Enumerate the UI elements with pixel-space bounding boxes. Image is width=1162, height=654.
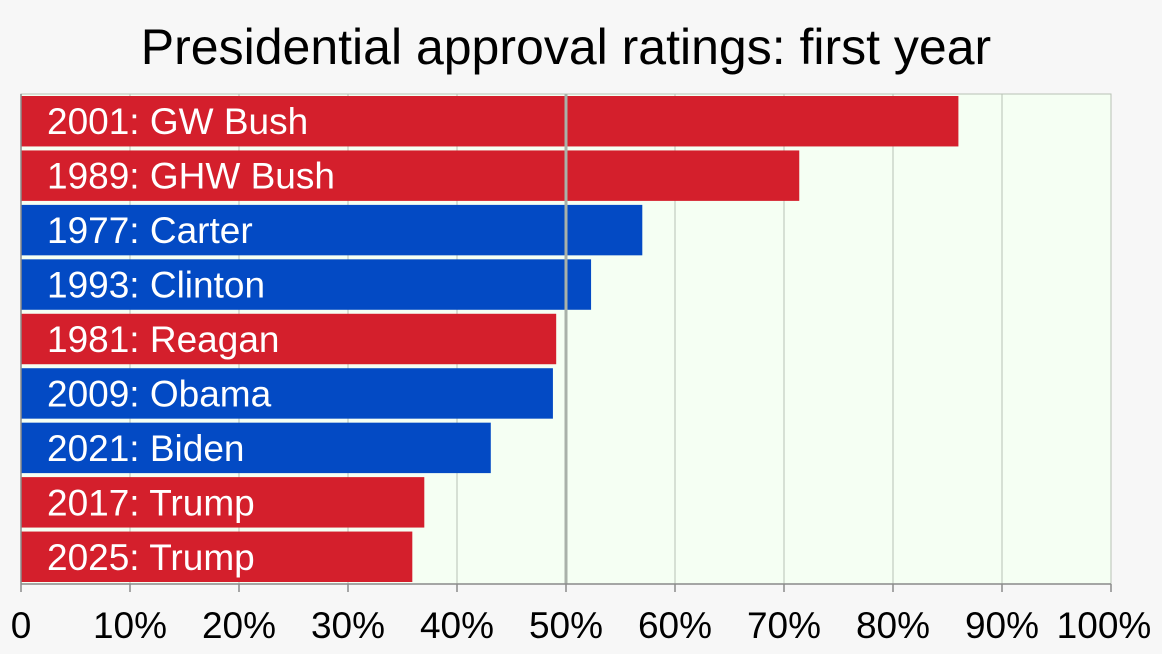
bar-group-2017: 2017: Trump: [21, 477, 425, 528]
bar-2001: [21, 96, 959, 147]
bar-label-1981: 1981: Reagan: [47, 319, 279, 360]
bar-group-1993: 1993: Clinton: [21, 259, 592, 310]
bar-label-1977: 1977: Carter: [47, 210, 253, 251]
bar-1989: [21, 150, 800, 201]
bar-2021: [21, 422, 491, 474]
bar-label-2021: 2021: Biden: [47, 428, 245, 469]
bar-label-2001: 2001: GW Bush: [47, 101, 308, 142]
bar-group-2001: 2001: GW Bush: [21, 96, 959, 147]
x-tick-label-40: 40%: [420, 605, 494, 646]
x-tick-label-30: 30%: [311, 605, 385, 646]
x-tick-label-70: 70%: [747, 605, 821, 646]
bar-2009: [21, 368, 553, 419]
bar-label-2025: 2025: Trump: [47, 537, 255, 578]
x-tick-label-0: 0: [11, 605, 32, 646]
bar-label-2017: 2017: Trump: [47, 482, 255, 523]
bar-group-2025: 2025: Trump: [21, 531, 413, 582]
bar-1993: [21, 259, 592, 310]
x-tick-label-50: 50%: [529, 605, 603, 646]
x-tick-label-100: 100%: [1057, 605, 1152, 646]
x-tick-label-80: 80%: [856, 605, 930, 646]
x-tick-label-60: 60%: [638, 605, 712, 646]
chart-title: Presidential approval ratings: first yea…: [141, 19, 991, 75]
bar-label-2009: 2009: Obama: [47, 373, 272, 414]
bar-label-1989: 1989: GHW Bush: [47, 156, 335, 197]
bar-label-1993: 1993: Clinton: [47, 265, 265, 306]
x-tick-label-20: 20%: [202, 605, 276, 646]
bar-2025: [21, 531, 413, 582]
bar-group-2021: 2021: Biden: [21, 422, 491, 474]
x-tick-label-90: 90%: [965, 605, 1039, 646]
bar-group-1977: 1977: Carter: [21, 204, 643, 256]
bars: 2001: GW Bush 1989: GHW Bush 1977: Carter 1…: [21, 94, 959, 584]
bar-group-2009: 2009: Obama: [21, 368, 553, 419]
bar-group-1981: 1981: Reagan: [21, 313, 557, 365]
x-tick-label-10: 10%: [93, 605, 167, 646]
bar-group-1989: 1989: GHW Bush: [21, 150, 800, 201]
bar-2017: [21, 477, 425, 528]
x-axis: 0 10% 20% 30% 40% 50% 60% 70% 80% 90% 100%: [11, 94, 1152, 646]
bar-1981: [21, 313, 557, 365]
bar-1977: [21, 204, 643, 256]
